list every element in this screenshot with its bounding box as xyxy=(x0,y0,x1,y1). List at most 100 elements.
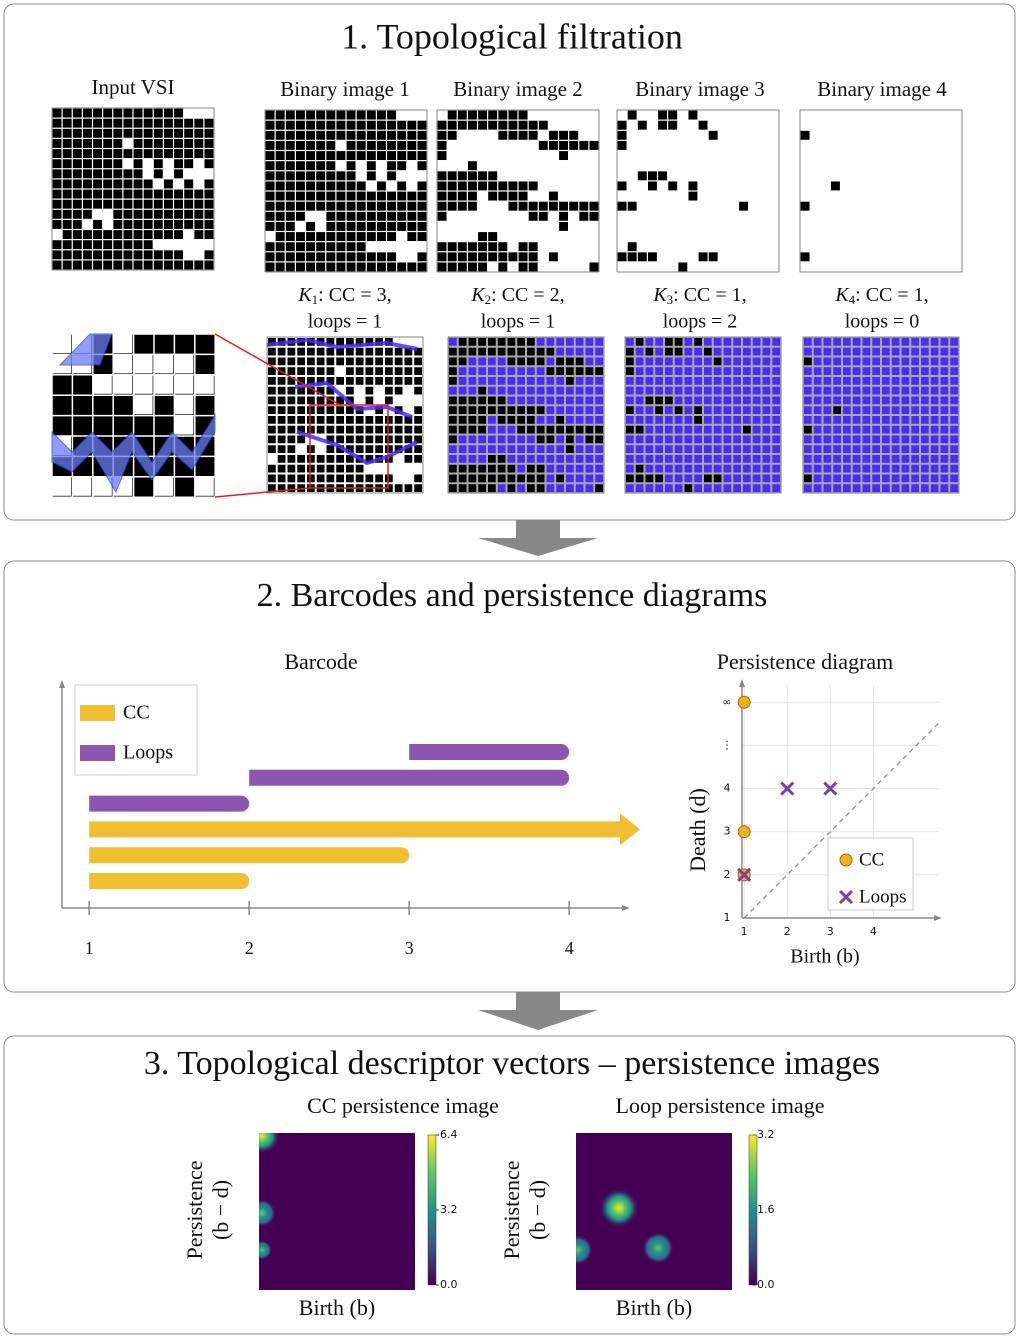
pixel xyxy=(53,169,62,178)
pixel xyxy=(414,455,422,463)
pixel xyxy=(194,200,203,209)
pixel xyxy=(872,455,880,463)
pixel xyxy=(824,377,832,385)
pixel xyxy=(459,406,467,414)
complex-caption: K2: CC = 2, xyxy=(470,284,564,307)
pixel xyxy=(743,484,751,492)
pixel xyxy=(853,397,861,405)
pixel xyxy=(346,416,354,424)
pixel xyxy=(458,181,467,190)
pixel xyxy=(626,426,634,434)
pixel xyxy=(694,397,702,405)
pixel xyxy=(469,406,477,414)
pixel xyxy=(73,240,82,249)
pixel xyxy=(872,338,880,346)
pixel xyxy=(113,354,132,373)
pixel xyxy=(638,121,647,130)
pixel xyxy=(753,465,761,473)
pixel xyxy=(397,121,406,130)
pixel xyxy=(488,192,497,201)
pixel xyxy=(113,119,122,128)
pixel xyxy=(407,151,416,160)
pixel xyxy=(449,426,457,434)
pixel xyxy=(892,348,900,356)
pixel xyxy=(336,465,344,473)
pixel xyxy=(655,475,663,483)
pixel xyxy=(646,387,654,395)
pixel xyxy=(387,171,396,180)
pixel xyxy=(576,426,584,434)
pixel xyxy=(83,200,92,209)
pixel xyxy=(458,252,467,261)
pixel xyxy=(367,222,376,231)
pixel xyxy=(366,348,374,356)
pixel xyxy=(356,358,364,366)
pixel xyxy=(367,252,376,261)
pixel xyxy=(714,348,722,356)
pixel xyxy=(675,455,683,463)
pixel xyxy=(508,416,516,424)
pixel xyxy=(595,455,603,463)
pixel xyxy=(449,465,457,473)
pixel xyxy=(921,406,929,414)
pixel xyxy=(931,397,939,405)
pixel xyxy=(414,387,422,395)
pixel xyxy=(154,169,163,178)
pixel xyxy=(743,358,751,366)
pixel xyxy=(517,397,525,405)
pixel xyxy=(843,416,851,424)
pixel xyxy=(366,436,374,444)
pixel xyxy=(566,426,574,434)
pixel xyxy=(288,475,296,483)
pixel xyxy=(134,169,143,178)
pixel xyxy=(911,426,919,434)
pixel xyxy=(134,250,143,259)
pixel xyxy=(911,397,919,405)
pixel xyxy=(763,377,771,385)
pixel xyxy=(449,367,457,375)
figure: 1. Topological filtration 2. Barcodes an… xyxy=(0,0,1019,1337)
pixel xyxy=(586,406,594,414)
pixel xyxy=(636,445,644,453)
pixel xyxy=(801,202,810,211)
pixel xyxy=(53,109,62,118)
pixel xyxy=(144,250,153,259)
y-axis-label: Death (d) xyxy=(685,788,710,872)
pixel xyxy=(154,210,163,219)
pixel xyxy=(882,445,890,453)
pixel xyxy=(665,377,673,385)
pixel xyxy=(469,358,477,366)
pixel xyxy=(685,387,693,395)
pixel xyxy=(950,348,958,356)
pixel xyxy=(336,406,344,414)
pixel xyxy=(134,240,143,249)
pixel xyxy=(336,475,344,483)
pixel xyxy=(459,348,467,356)
y-tick-label: ⋮ xyxy=(722,738,733,751)
pixel xyxy=(357,181,366,190)
pixel xyxy=(316,262,325,271)
pixel xyxy=(559,131,568,140)
pixel xyxy=(498,426,506,434)
pixel xyxy=(498,406,506,414)
pixel xyxy=(123,200,132,209)
pixel xyxy=(73,149,82,158)
pixel xyxy=(377,262,386,271)
pixel xyxy=(824,475,832,483)
pixel xyxy=(184,149,193,158)
pixel xyxy=(134,139,143,148)
pixel xyxy=(276,181,285,190)
pixel xyxy=(658,171,667,180)
pixel xyxy=(772,406,780,414)
pixel xyxy=(385,475,393,483)
pixel xyxy=(377,212,386,221)
pixel xyxy=(508,181,517,190)
pixel xyxy=(665,348,673,356)
pixel xyxy=(336,436,344,444)
pixel xyxy=(288,348,296,356)
image-label: Binary image 4 xyxy=(817,77,947,101)
pixel xyxy=(892,358,900,366)
pixel xyxy=(804,426,812,434)
pixel xyxy=(268,436,276,444)
pixel xyxy=(743,416,751,424)
